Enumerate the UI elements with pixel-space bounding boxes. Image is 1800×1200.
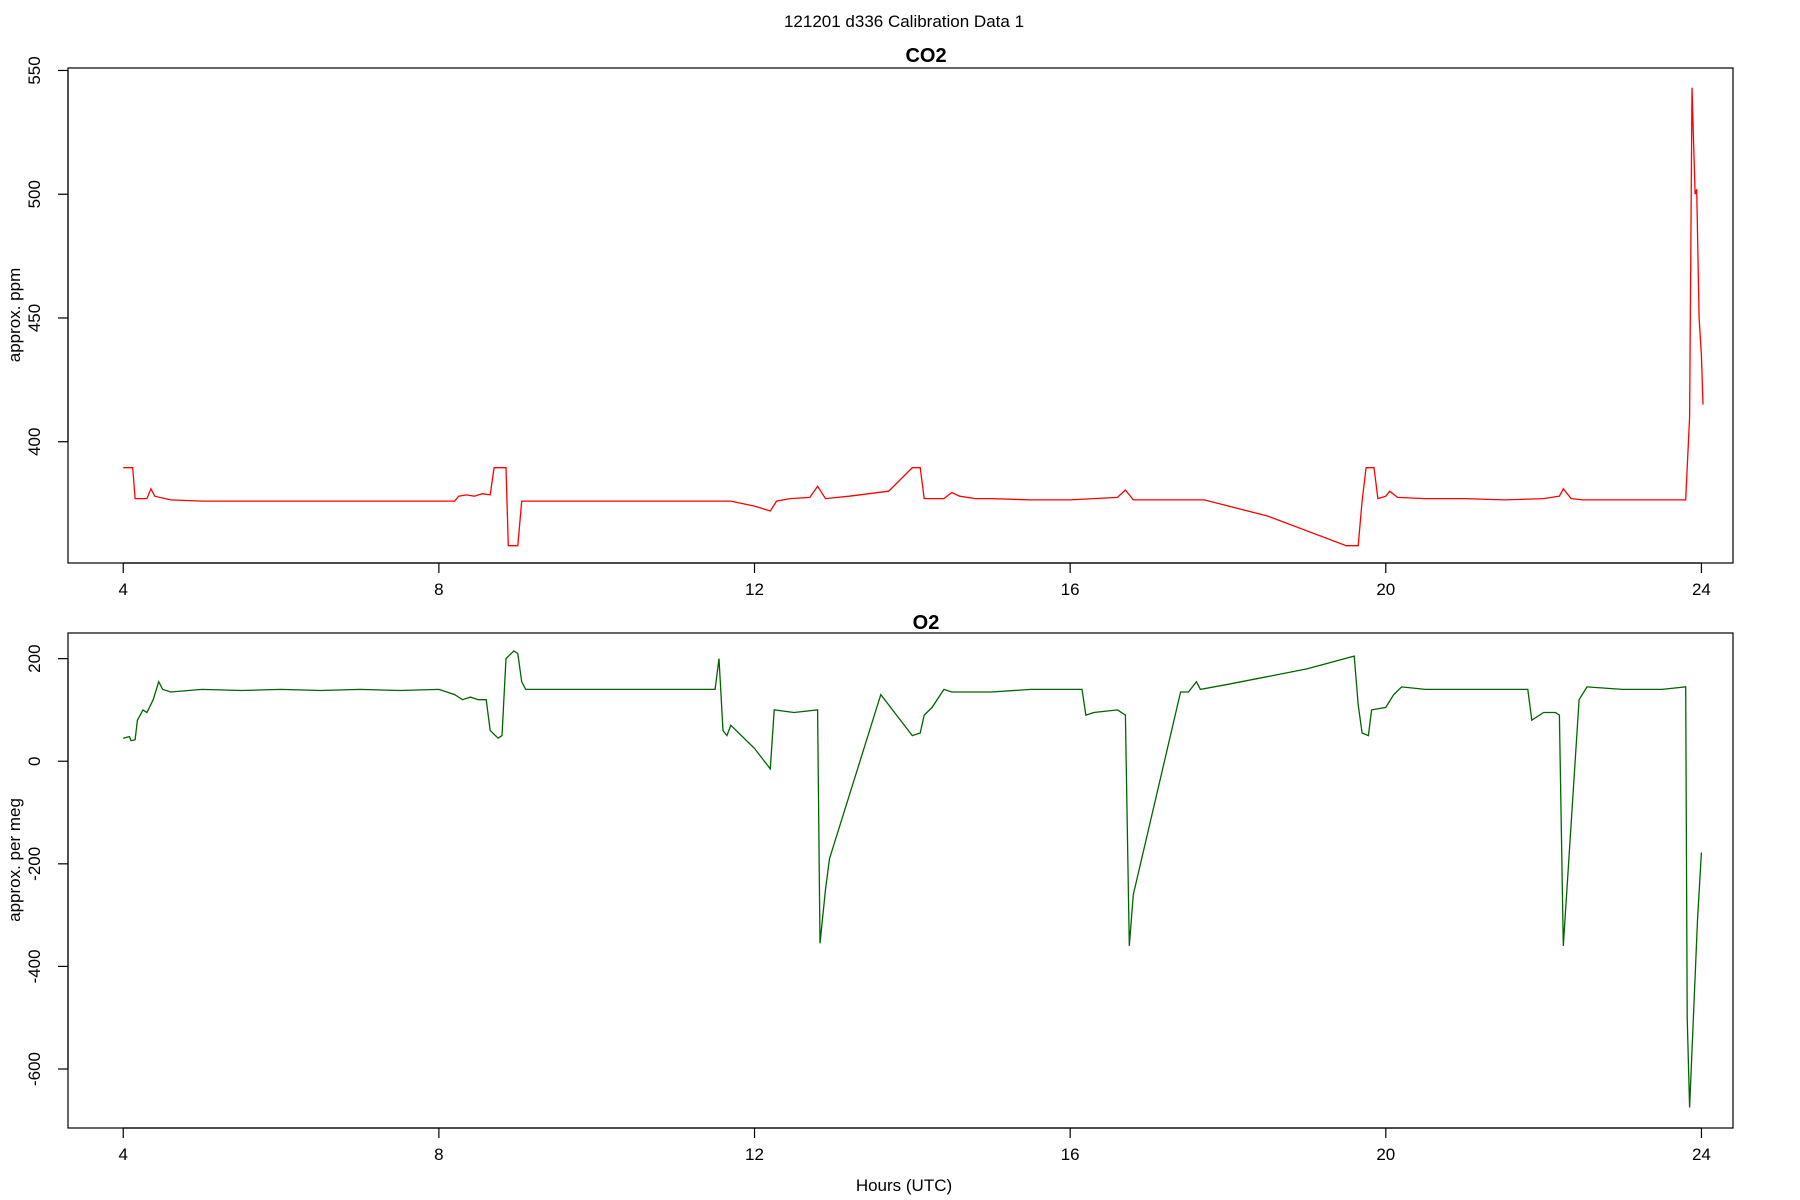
figure-title: 121201 d336 Calibration Data 1 [784,12,1024,31]
o2-x-tick-label: 4 [119,1145,128,1164]
co2-title: CO2 [905,45,946,67]
o2-y-axis-label: approx. per meg [5,798,24,922]
o2-x-tick-label: 20 [1376,1145,1395,1164]
co2-x-tick-label: 12 [745,580,764,599]
o2-x-tick-label: 8 [434,1145,443,1164]
co2-x-tick-label: 20 [1376,580,1395,599]
o2-series-line [123,650,1703,1108]
co2-y-tick-label: 450 [25,304,44,332]
co2-series-line [123,87,1704,547]
o2-x-axis: 4 8 12 16 20 24 [119,1127,1711,1164]
o2-x-tick-label: 24 [1692,1145,1711,1164]
o2-y-tick-label: -400 [25,949,44,983]
co2-y-tick-label: 400 [25,428,44,456]
co2-x-tick-label: 16 [1061,580,1080,599]
o2-x-tick-label: 12 [745,1145,764,1164]
o2-plot-frame [67,632,1734,1129]
co2-plot-frame [67,67,1734,564]
o2-x-axis-label: Hours (UTC) [856,1176,952,1195]
co2-x-tick-label: 8 [434,580,443,599]
co2-y-axis-label: approx. ppm [5,268,24,363]
co2-panel: CO2 4 8 12 16 20 24 400 450 500 550 approx. ppm [5,45,1734,599]
o2-x-tick-label: 16 [1061,1145,1080,1164]
o2-panel: O2 4 8 12 16 20 24 200 0 -200 -400 -600 Hours (UT… [5,612,1734,1195]
o2-y-tick-label: -200 [25,847,44,881]
o2-y-tick-label: 200 [25,644,44,672]
co2-y-tick-label: 550 [25,56,44,84]
co2-y-axis: 400 450 500 550 [25,56,69,456]
o2-y-tick-label: -600 [25,1052,44,1086]
o2-y-tick-label: 0 [25,757,44,766]
co2-x-tick-label: 4 [119,580,128,599]
o2-y-axis: 200 0 -200 -400 -600 [25,644,69,1086]
co2-x-tick-label: 24 [1692,580,1711,599]
o2-title: O2 [913,612,940,634]
co2-y-tick-label: 500 [25,180,44,208]
co2-x-axis: 4 8 12 16 20 24 [119,562,1711,599]
